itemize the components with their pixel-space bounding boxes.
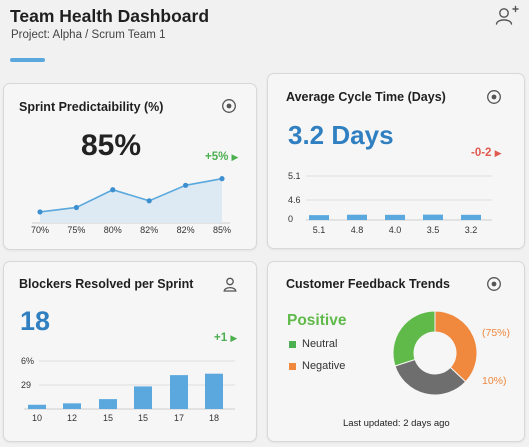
y-tick-label: 5.1: [288, 171, 301, 181]
blockers-resolved-card: Blockers Resolved per Sprint 18 +1 ▶ 10 1…: [3, 261, 257, 442]
data-point: [219, 176, 225, 182]
legend-item-neutral: Neutral: [289, 338, 337, 350]
x-tick-label: 4.8: [350, 225, 364, 235]
delta-badge: +5% ▶: [205, 151, 238, 163]
legend-item-negative: Negative: [289, 360, 345, 372]
sprint-predictability-chart: [32, 176, 230, 224]
data-point: [37, 209, 43, 215]
last-updated-text: Last updated: 2 days ago: [343, 418, 450, 429]
donut-slice: [392, 310, 436, 367]
bar: [134, 386, 152, 409]
cycle-time-card: Average Cycle Time (Days) 3.2 Days -0-2 …: [267, 73, 525, 249]
donut-label-bottom: 10%): [482, 375, 507, 387]
card-title: Customer Feedback Trends: [286, 277, 450, 291]
delta-badge: -0-2 ▶: [471, 147, 502, 159]
cycle-time-value: 3.2 Days: [288, 120, 394, 150]
area-fill: [40, 178, 222, 223]
x-tick-label: 12: [66, 413, 78, 423]
y-tick-label: 29: [21, 380, 32, 390]
data-point: [110, 187, 116, 193]
x-tick-label: 75%: [67, 225, 86, 235]
dashboard-header: Team Health Dashboard Project: Alpha / S…: [0, 0, 529, 70]
x-tick-label: 70%: [30, 225, 50, 235]
add-user-button[interactable]: [492, 3, 520, 29]
x-tick-label: 15: [137, 413, 149, 423]
x-tick-label: 5.1: [312, 225, 326, 235]
x-tick-label: 82%: [176, 225, 195, 235]
card-title: Average Cycle Time (Days): [286, 90, 446, 104]
data-point: [183, 182, 189, 188]
y-tick-label: 0: [288, 214, 294, 224]
data-point: [73, 204, 79, 211]
target-icon[interactable]: [221, 98, 237, 114]
bar: [385, 214, 405, 220]
bar: [347, 214, 367, 220]
card-title: Sprint Predictaibility (%): [19, 100, 164, 114]
donut-slice: [394, 358, 467, 396]
legend-swatch: [289, 340, 296, 348]
trend-up-icon: ▶: [230, 333, 238, 343]
user-icon[interactable]: [222, 276, 238, 292]
delta-value: +1: [214, 332, 228, 344]
legend-label: Neutral: [302, 338, 338, 350]
y-tick-label: 6%: [21, 356, 35, 366]
x-tick-label: 18: [208, 413, 220, 423]
x-tick-label: 3.2: [464, 225, 478, 235]
series-line: [39, 177, 223, 213]
delta-value: +5%: [205, 151, 229, 163]
blockers-value: 18: [20, 306, 51, 336]
bar: [205, 373, 223, 409]
x-tick-label: 17: [173, 413, 185, 423]
feedback-headline: Positive: [287, 312, 347, 329]
blockers-chart: [24, 360, 235, 410]
sprint-predictability-value: 85%: [81, 129, 142, 162]
y-tick-label: 4.6: [288, 195, 301, 205]
x-tick-label: 15: [102, 413, 114, 423]
delta-value: -0-2: [471, 147, 492, 159]
breadcrumb[interactable]: Project: Alpha / Scrum Team 1: [11, 29, 166, 41]
bar: [170, 375, 188, 409]
donut-slice: [434, 310, 478, 383]
x-tick-label: 85%: [212, 225, 232, 235]
add-user-icon: [495, 5, 519, 25]
donut-label-top: (75%): [482, 327, 511, 339]
delta-badge: +1 ▶: [214, 332, 237, 344]
legend-label: Negative: [302, 360, 346, 372]
x-tick-label: 10: [31, 413, 43, 423]
card-title: Blockers Resolved per Sprint: [19, 277, 194, 291]
bar: [423, 214, 443, 220]
target-icon[interactable]: [486, 89, 502, 105]
x-tick-label: 4.0: [388, 225, 402, 235]
x-tick-label: 80%: [103, 225, 122, 235]
trend-down-icon: ▶: [494, 148, 502, 158]
active-tab-indicator: [10, 58, 45, 62]
target-icon[interactable]: [486, 276, 502, 292]
page-title: Team Health Dashboard: [10, 6, 210, 26]
data-point: [146, 198, 152, 204]
sprint-predictability-card: Sprint Predictaibility (%) 85% +5% ▶ 70%…: [3, 83, 257, 250]
bar: [309, 215, 329, 220]
cycle-time-chart: [306, 175, 492, 221]
customer-feedback-card: Customer Feedback Trends Positive Neutra…: [267, 261, 525, 442]
x-tick-label: 82%: [140, 225, 159, 235]
bar: [28, 404, 46, 409]
feedback-donut-chart: [392, 310, 478, 396]
bar: [63, 403, 81, 409]
x-tick-label: 3.5: [426, 225, 440, 235]
bar: [99, 399, 117, 409]
bar: [461, 214, 481, 220]
legend-swatch: [289, 362, 296, 370]
trend-up-icon: ▶: [231, 152, 239, 162]
